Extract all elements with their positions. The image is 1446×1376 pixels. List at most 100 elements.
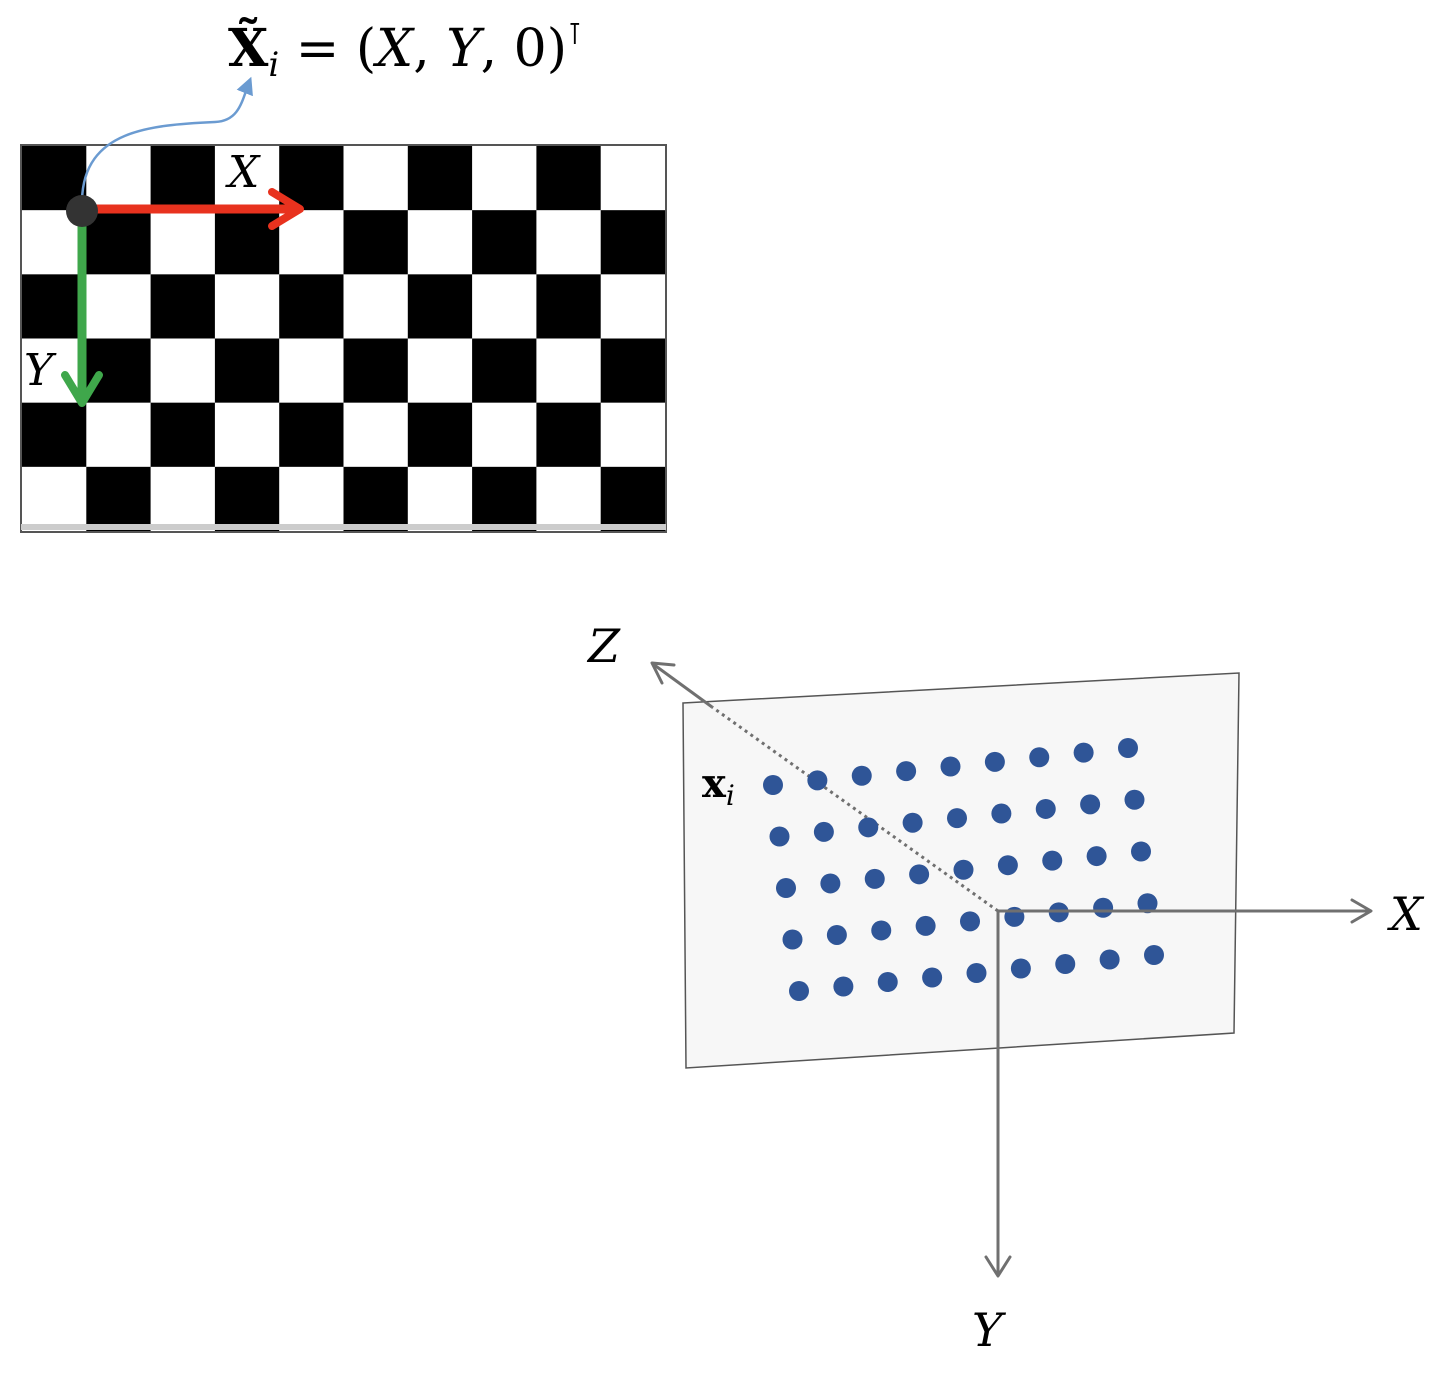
formula-equals: = ( [279, 19, 376, 79]
checkerboard-cell [407, 274, 473, 339]
checkerboard [20, 144, 667, 533]
checkerboard-cell [343, 402, 409, 468]
checkerboard-cell [150, 146, 216, 211]
checkerboard-cell [86, 274, 152, 339]
image-point-dot [813, 821, 834, 842]
formula-pointer-arrow [80, 76, 253, 201]
checkerboard-cell [407, 338, 473, 404]
camera-x-arrowhead-icon [1350, 898, 1373, 924]
world-point-formula: X̃i = (X, Y, 0)⊺ [228, 17, 583, 85]
image-point-dot [877, 972, 898, 992]
image-point-dot [902, 812, 923, 833]
board-x-arrowhead-icon [268, 188, 304, 230]
board-y-arrowhead-icon [61, 371, 103, 407]
board-origin-dot [66, 195, 98, 227]
image-point-dot [858, 817, 879, 838]
checkerboard-cell [86, 338, 152, 404]
checkerboard-cell [343, 210, 409, 275]
image-point-dot [1010, 958, 1031, 979]
checkerboard-cell [214, 466, 280, 532]
image-point-dot [896, 761, 917, 782]
camera-y-label: Y [972, 1303, 1007, 1357]
image-point-dot [763, 775, 783, 795]
checkerboard-cell [150, 210, 216, 275]
image-point-label: xi [702, 760, 735, 812]
checkerboard-cell [472, 274, 537, 339]
checkerboard-cell [536, 210, 602, 275]
image-point-dot [1099, 949, 1120, 970]
checkerboard-cell [600, 338, 666, 404]
formula-transpose: ⊺ [567, 17, 583, 52]
checkerboard-cell [86, 210, 152, 275]
camera-z-arrowhead-icon [650, 661, 676, 685]
checkerboard-cell [600, 274, 666, 339]
checkerboard-cell [536, 466, 602, 532]
checkerboard-cell [150, 274, 216, 339]
checkerboard-cell [536, 274, 602, 339]
image-point-dot [1093, 897, 1114, 918]
image-point-dot [1080, 794, 1101, 815]
svg-text:X̃i = (X, Y, 0)⊺: X̃i = (X, Y, 0)⊺ [228, 17, 583, 85]
image-point-dot [782, 929, 803, 950]
image-point-dot [833, 976, 854, 997]
camera-x-axis: X [998, 887, 1425, 941]
checkerboard-cell [600, 402, 666, 468]
checkerboard-cell [214, 274, 280, 339]
camera-y-axis: Y [972, 911, 1012, 1357]
image-point-dot [851, 765, 872, 786]
image-point-dot [1118, 738, 1138, 758]
image-point-dot [1035, 798, 1056, 819]
image-point-dot [909, 864, 930, 885]
checkerboard-cell [536, 146, 602, 211]
board-y-label: Y [24, 345, 57, 396]
formula-subscript: i [268, 45, 279, 85]
image-point-dot [1144, 945, 1164, 965]
image-point-dot [1073, 742, 1094, 763]
formula-comma1: , [413, 19, 446, 79]
image-point-dot [915, 915, 936, 936]
image-point-dot [984, 751, 1005, 772]
formula-y: Y [446, 19, 485, 79]
camera-x-label: X [1387, 887, 1425, 941]
checkerboard-cell [22, 466, 87, 532]
board-y-axis: Y [24, 209, 103, 407]
checkerboard-cell [86, 466, 152, 532]
checkerboard-cell [279, 210, 344, 275]
checkerboard-cell [214, 402, 280, 468]
checkerboard-cells [22, 146, 666, 532]
board-x-label: X [225, 147, 261, 198]
image-point-dot [947, 808, 967, 829]
checkerboard-cell [150, 466, 216, 532]
checkerboard-border [20, 144, 667, 533]
checkerboard-cell [214, 210, 280, 275]
checkerboard-cell [600, 466, 666, 532]
checkerboard-cell [472, 210, 537, 275]
checkerboard-cell [536, 338, 602, 404]
image-point-dot [1137, 893, 1158, 914]
image-point-dot [1042, 850, 1063, 871]
image-point-dot [997, 855, 1018, 876]
image-point-dot [991, 803, 1012, 824]
image-point-label-main: x [702, 760, 727, 807]
checkerboard-cell [279, 402, 344, 468]
checkerboard-cell [343, 466, 409, 532]
camera-z-axis-hidden-line [711, 705, 999, 913]
checkerboard-cell [472, 402, 537, 468]
checkerboard-cell [343, 146, 409, 211]
checkerboard-cell [536, 402, 602, 468]
image-point-dot [826, 924, 847, 945]
image-point-dot [769, 826, 790, 847]
image-point-dot [807, 770, 828, 791]
formula-x: X [372, 19, 415, 79]
checkerboard-cell [472, 338, 537, 404]
image-point-dot [871, 920, 892, 941]
checkerboard-cell [600, 146, 666, 211]
image-point-dot [776, 878, 796, 898]
image-point-dot [1055, 954, 1076, 974]
camera-z-axis-line [652, 662, 713, 709]
image-point-dot [1086, 846, 1107, 867]
checkerboard-cell [407, 146, 473, 211]
checkerboard-cell [600, 210, 666, 275]
image-point-label-subscript: i [726, 779, 735, 812]
